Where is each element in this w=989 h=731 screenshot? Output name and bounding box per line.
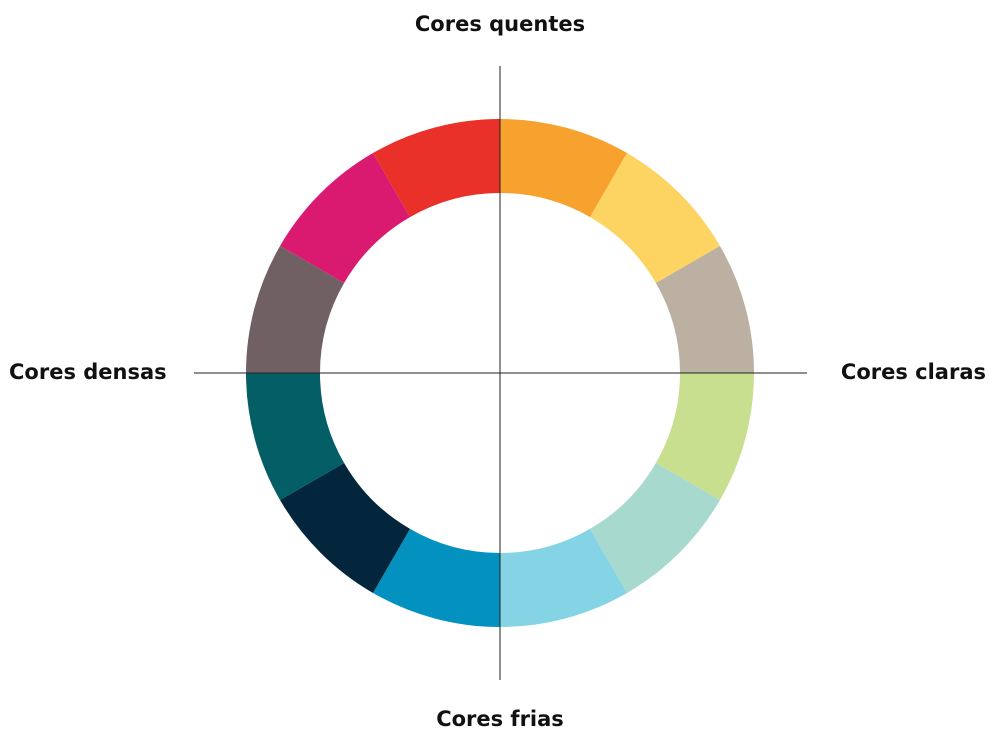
color-segment-2 [590,153,720,283]
dense-colors-label: Cores densas [9,360,167,384]
color-segment-10 [246,246,345,373]
warm-colors-label: Cores quentes [414,12,586,36]
color-segment-5 [590,463,720,593]
color-segment-8 [280,463,410,593]
color-segment-6 [500,528,627,627]
color-wheel-segments [246,119,754,627]
color-segment-12 [373,119,500,218]
cool-colors-label: Cores frias [436,707,564,731]
color-segment-11 [280,153,410,283]
color-segment-9 [246,373,345,500]
light-colors-label: Cores claras [840,360,986,384]
color-segment-7 [373,528,500,627]
color-segment-4 [655,373,754,500]
color-segment-1 [500,119,627,218]
color-segment-3 [655,246,754,373]
